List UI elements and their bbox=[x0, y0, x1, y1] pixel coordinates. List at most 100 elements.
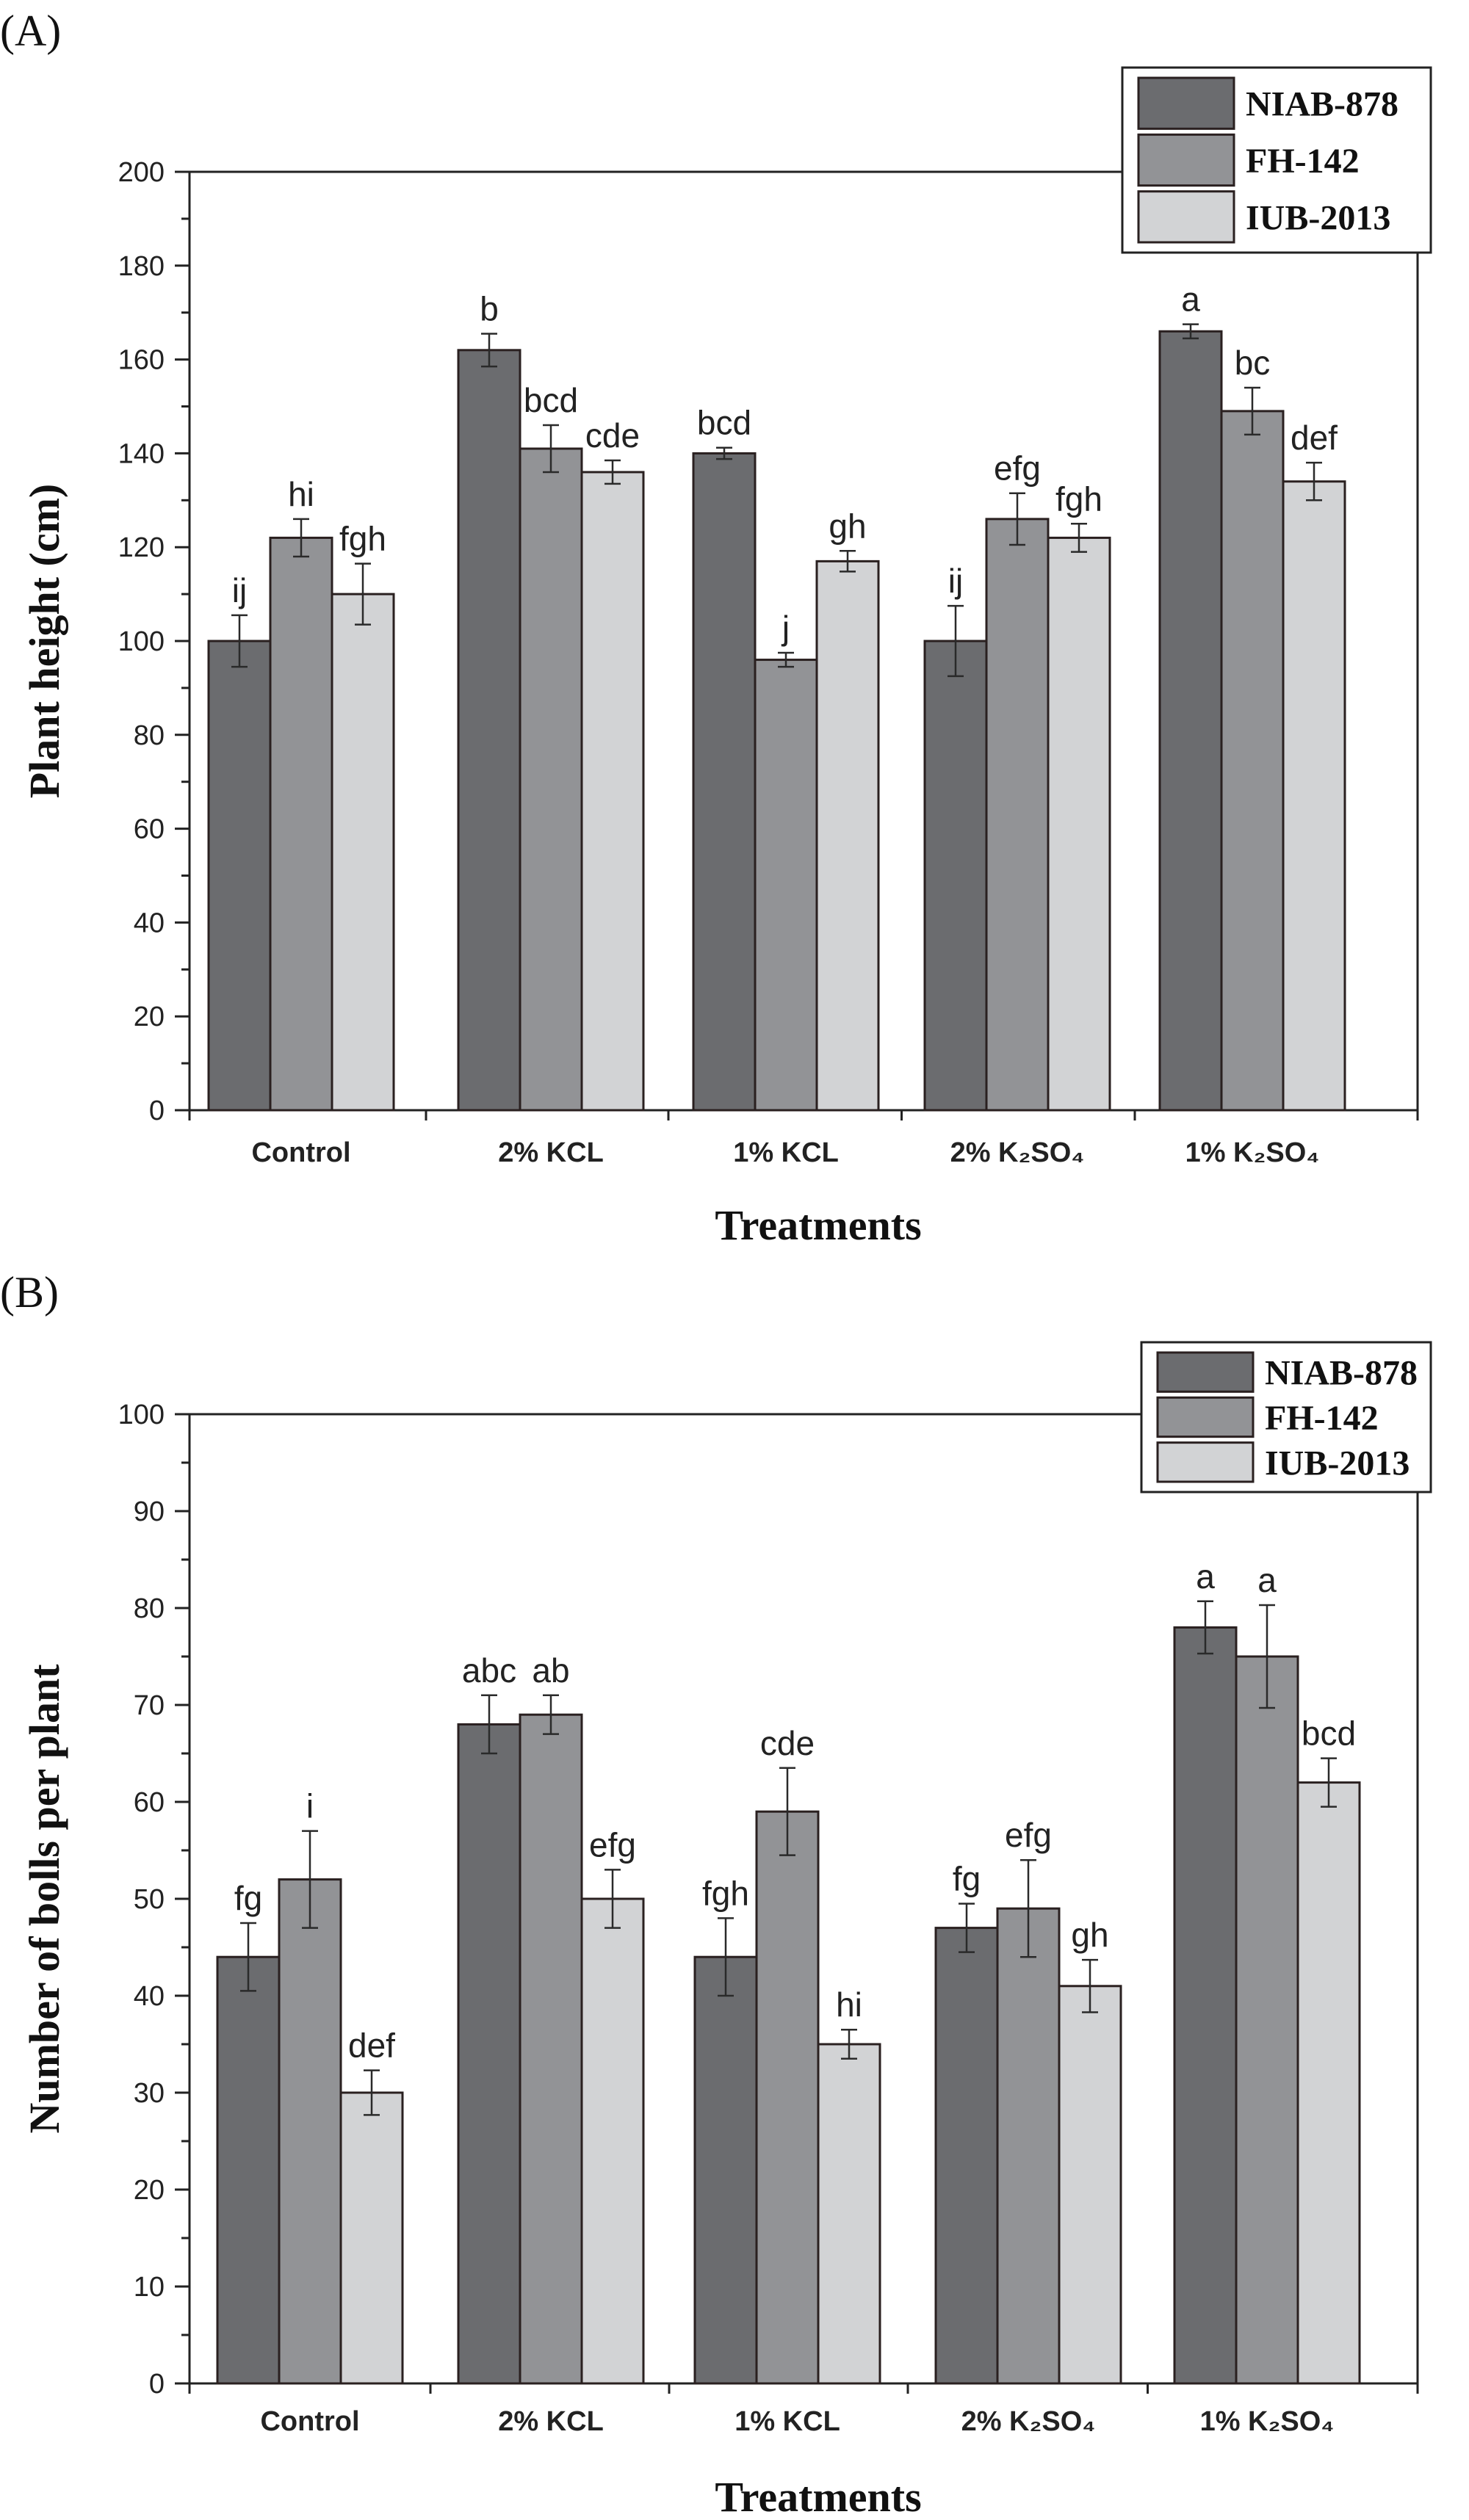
significance-label: cde bbox=[585, 416, 640, 455]
significance-label: fgh bbox=[1055, 479, 1102, 518]
bar bbox=[754, 659, 818, 1112]
category-label: 2% K₂SO₄ bbox=[961, 2406, 1096, 2437]
category-label: Control bbox=[260, 2406, 359, 2437]
significance-label: fgh bbox=[339, 520, 386, 558]
y-tick-label: 60 bbox=[134, 814, 165, 845]
bar bbox=[1220, 410, 1285, 1112]
legend-swatch bbox=[1137, 133, 1235, 187]
category-label: 1% KCL bbox=[734, 2406, 840, 2437]
y-tick-label: 120 bbox=[118, 532, 165, 563]
significance-label: a bbox=[1181, 280, 1200, 319]
y-tick-label: 10 bbox=[134, 2272, 165, 2303]
bar bbox=[580, 1897, 645, 2385]
y-tick-label: 50 bbox=[134, 1884, 165, 1915]
y-tick-label: 90 bbox=[134, 1496, 165, 1527]
significance-label: fgh bbox=[702, 1874, 749, 1912]
y-tick-label: 140 bbox=[118, 438, 165, 469]
bar bbox=[269, 536, 333, 1112]
significance-label: ij bbox=[948, 562, 963, 600]
category-label: 2% KCL bbox=[498, 1137, 604, 1168]
bar bbox=[923, 640, 988, 1112]
x-axis-title: Treatments bbox=[715, 1201, 921, 1249]
bar bbox=[996, 1907, 1061, 2385]
significance-label: fg bbox=[234, 1879, 262, 1917]
legend: NIAB-878 FH-142 IUB-2013 bbox=[1121, 66, 1432, 254]
bar bbox=[815, 560, 880, 1112]
bar bbox=[331, 593, 395, 1112]
significance-label: ab bbox=[532, 1651, 569, 1690]
category-label: 1% K₂SO₄ bbox=[1200, 2406, 1335, 2437]
y-tick-label: 80 bbox=[134, 1593, 165, 1624]
y-tick-label: 20 bbox=[134, 1002, 165, 1032]
category-label: 2% KCL bbox=[498, 2406, 604, 2437]
y-axis-title: Plant height (cm) bbox=[21, 484, 68, 799]
y-tick-label: 20 bbox=[134, 2175, 165, 2206]
y-tick-label: 40 bbox=[134, 908, 165, 938]
chart-panel-0: (A) 0 20 40 60 80 100 120 140 160 180 200 Control 2% … bbox=[0, 7, 1432, 1249]
significance-label: j bbox=[781, 609, 790, 647]
legend: NIAB-878 FH-142 IUB-2013 bbox=[1140, 1341, 1432, 1493]
bar bbox=[817, 2043, 881, 2385]
bar bbox=[1158, 330, 1223, 1112]
significance-label: bcd bbox=[1302, 1715, 1356, 1753]
significance-label: efg bbox=[1005, 1816, 1052, 1854]
significance-label: hi bbox=[836, 1985, 862, 2024]
bar bbox=[934, 1927, 999, 2385]
significance-label: bc bbox=[1235, 344, 1271, 382]
y-tick-label: 100 bbox=[118, 626, 165, 657]
significance-label: bcd bbox=[697, 404, 751, 442]
significance-label: efg bbox=[589, 1825, 636, 1864]
category-label: 2% K₂SO₄ bbox=[950, 1137, 1085, 1168]
y-tick-label: 30 bbox=[134, 2078, 165, 2109]
legend-swatch bbox=[1156, 1351, 1255, 1393]
significance-label: cde bbox=[760, 1724, 815, 1762]
bar bbox=[1173, 1626, 1238, 2385]
bar bbox=[580, 471, 645, 1112]
y-tick-label: 80 bbox=[134, 720, 165, 751]
significance-label: b bbox=[480, 289, 499, 327]
legend-swatch bbox=[1137, 190, 1235, 244]
significance-label: i bbox=[306, 1787, 314, 1825]
significance-label: bcd bbox=[524, 381, 578, 419]
bar bbox=[457, 349, 521, 1112]
y-tick-label: 60 bbox=[134, 1787, 165, 1818]
significance-label: fg bbox=[953, 1860, 981, 1898]
panel-label: (B) bbox=[0, 1268, 59, 1317]
significance-label: efg bbox=[994, 449, 1041, 488]
significance-label: ij bbox=[232, 571, 247, 609]
y-axis-title: Number of bolls per plant bbox=[21, 1664, 68, 2134]
significance-label: abc bbox=[462, 1651, 516, 1690]
legend-label: IUB-2013 bbox=[1246, 198, 1390, 237]
bar bbox=[1235, 1655, 1299, 2385]
bar bbox=[216, 1955, 281, 2385]
category-label: 1% KCL bbox=[733, 1137, 839, 1168]
legend-swatch bbox=[1156, 1396, 1255, 1438]
y-tick-label: 180 bbox=[118, 251, 165, 282]
y-tick-label: 100 bbox=[118, 1400, 165, 1430]
panel-label: (A) bbox=[0, 7, 61, 55]
bar bbox=[692, 452, 757, 1112]
legend-label: FH-142 bbox=[1265, 1399, 1379, 1438]
y-tick-label: 40 bbox=[134, 1981, 165, 2012]
bar bbox=[519, 447, 583, 1112]
bar bbox=[457, 1723, 521, 2385]
x-axis-title: Treatments bbox=[715, 2473, 921, 2520]
bar bbox=[339, 2091, 404, 2385]
bar bbox=[278, 1878, 342, 2385]
legend-label: IUB-2013 bbox=[1265, 1444, 1410, 1482]
y-tick-label: 70 bbox=[134, 1690, 165, 1721]
significance-label: a bbox=[1196, 1557, 1215, 1596]
significance-label: gh bbox=[1071, 1916, 1108, 1954]
legend-swatch bbox=[1137, 76, 1235, 130]
legend-label: NIAB-878 bbox=[1265, 1354, 1418, 1393]
significance-label: def bbox=[1291, 419, 1338, 457]
bar bbox=[755, 1810, 820, 2385]
bar bbox=[1296, 1781, 1361, 2385]
bar bbox=[1282, 480, 1346, 1112]
legend-label: FH-142 bbox=[1246, 142, 1360, 181]
y-tick-label: 0 bbox=[149, 2369, 165, 2400]
bar bbox=[693, 1955, 758, 2385]
significance-label: a bbox=[1257, 1561, 1277, 1599]
legend-label: NIAB-878 bbox=[1246, 85, 1398, 124]
